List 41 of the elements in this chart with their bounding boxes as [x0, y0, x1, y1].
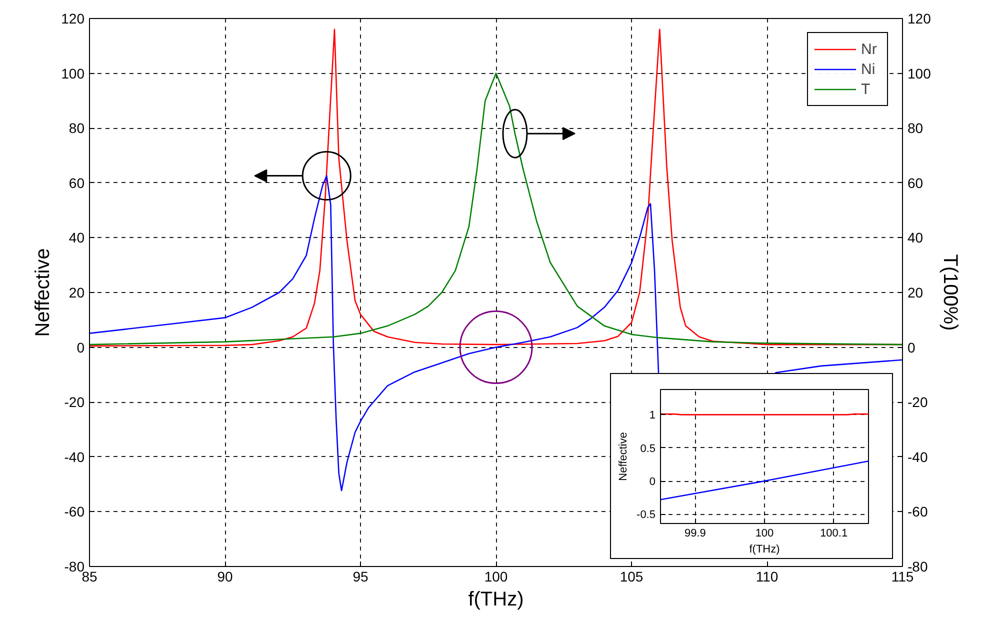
- y2-tick-label: 100: [908, 65, 932, 82]
- y-tick-label: 0: [649, 476, 656, 488]
- y-tick-label: 100: [61, 65, 85, 82]
- y-tick-label: 60: [68, 174, 85, 191]
- y2-tick-label: 80: [908, 120, 924, 136]
- x-tick-label: 95: [352, 568, 368, 584]
- x-axis-title: f(THz): [468, 588, 524, 610]
- y-tick-label: 40: [68, 230, 85, 246]
- y2-tick-label: -20: [908, 394, 928, 410]
- y2-tick-label: -60: [908, 504, 928, 520]
- legend-label: Nr: [861, 40, 878, 58]
- y2-tick-label: 0: [908, 339, 916, 356]
- x-tick-label: 100: [484, 568, 508, 584]
- legend-label: Ni: [861, 60, 876, 78]
- y2-tick-label: 20: [908, 284, 924, 300]
- x-axis-title: f(THz): [749, 544, 780, 556]
- y-tick-label: -0.5: [636, 509, 656, 522]
- y-axis-title: Neffective: [618, 432, 630, 481]
- x-tick-label: 115: [891, 568, 914, 584]
- legend-label: T: [861, 80, 872, 98]
- y2-tick-label: 60: [908, 174, 924, 191]
- y2-tick-label: 120: [908, 10, 932, 26]
- y-tick-label: 120: [61, 10, 85, 26]
- y-axis-title: Neffective: [32, 248, 54, 337]
- y2-tick-label: -40: [908, 448, 928, 465]
- y-tick-label: 20: [68, 284, 85, 300]
- x-tick-label: 99.9: [684, 528, 706, 540]
- x-tick-label: 100.1: [820, 528, 848, 540]
- y-tick-label: -60: [64, 504, 85, 520]
- x-tick-label: 90: [217, 568, 233, 584]
- y2-axis-title: T(100%): [938, 254, 961, 331]
- x-tick-label: 110: [756, 568, 778, 584]
- y-tick-label: -20: [64, 394, 85, 410]
- y-tick-label: 0: [76, 339, 85, 356]
- x-tick-label: 105: [620, 568, 644, 584]
- y-tick-label: -40: [64, 448, 85, 465]
- x-tick-label: 100: [755, 528, 774, 540]
- y2-tick-label: 40: [908, 230, 924, 246]
- y-tick-label: 1: [649, 410, 656, 422]
- y-tick-label: 80: [68, 120, 85, 136]
- y-tick-label: 0.5: [640, 442, 656, 455]
